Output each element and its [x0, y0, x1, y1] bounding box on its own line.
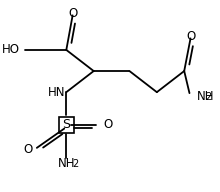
Text: 2: 2	[73, 159, 79, 169]
Text: HO: HO	[2, 43, 20, 56]
Text: 2: 2	[205, 92, 212, 102]
Text: O: O	[68, 7, 77, 20]
Text: S: S	[62, 118, 70, 131]
FancyBboxPatch shape	[59, 117, 74, 133]
Text: HN: HN	[48, 86, 65, 99]
Text: O: O	[186, 30, 195, 43]
Text: NH: NH	[197, 89, 214, 103]
Text: O: O	[103, 118, 112, 131]
Text: NH: NH	[58, 157, 75, 170]
Text: O: O	[23, 143, 33, 156]
